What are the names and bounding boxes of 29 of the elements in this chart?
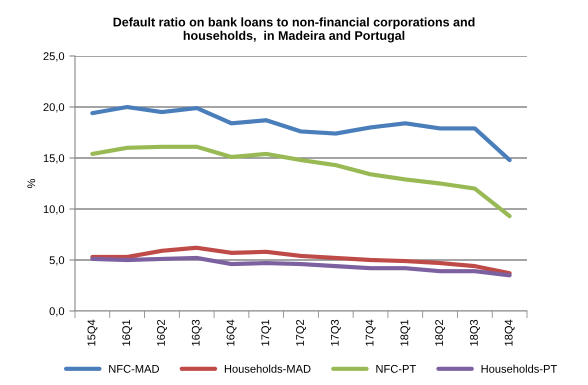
legend-label: NFC-PT <box>376 364 416 373</box>
legend-label: Households-MAD <box>224 364 310 373</box>
x-tick-label: 15Q4 <box>88 320 98 346</box>
x-tick-label: 18Q2 <box>435 320 446 346</box>
y-tick-label: 15,0 <box>44 154 64 164</box>
x-tick-label: 18Q1 <box>400 320 410 346</box>
x-tick-label: 16Q2 <box>157 320 167 346</box>
y-axis-title: % <box>27 178 36 188</box>
x-tick-label: 17Q1 <box>261 320 272 346</box>
y-tick-label: 0,0 <box>50 307 64 316</box>
line-series <box>90 256 512 278</box>
x-tick-label: 16Q3 <box>192 320 202 346</box>
x-tick-label: 16Q1 <box>122 320 132 346</box>
x-tick-label: 18Q3 <box>470 320 480 346</box>
legend-label: NFC-MAD <box>109 364 159 373</box>
y-tick-label: 20,0 <box>44 103 64 112</box>
line-series <box>90 246 512 276</box>
x-tick-label: 17Q3 <box>330 320 341 346</box>
x-tick-label: 17Q2 <box>296 320 306 346</box>
line-series <box>90 144 512 218</box>
x-tick-label: 16Q4 <box>226 320 236 346</box>
x-tick-label: 18Q4 <box>504 320 515 346</box>
y-tick-label: 10,0 <box>44 205 64 214</box>
y-tick-label: 5,0 <box>50 256 64 266</box>
line-series <box>90 104 512 162</box>
x-tick-label: 17Q4 <box>366 320 376 346</box>
y-tick-label: 25,0 <box>44 52 64 62</box>
chart-title: Default ratio on bank loans to non-financial corporations and households, in Madeira and Portugal <box>114 17 474 42</box>
legend-label: Households-PT <box>482 364 557 373</box>
